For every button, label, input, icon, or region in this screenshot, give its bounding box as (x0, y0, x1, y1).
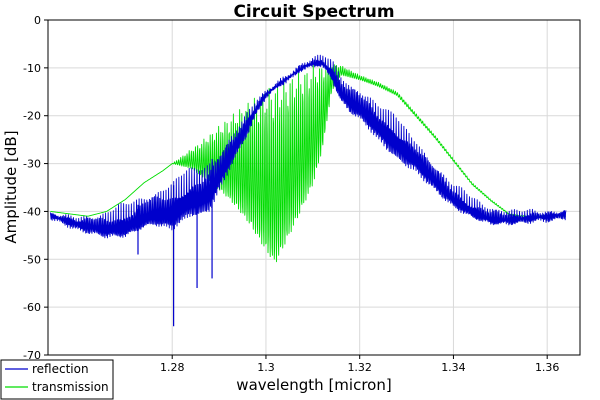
legend: reflection transmission (0, 359, 114, 400)
y-tick-label: -70 (23, 349, 41, 362)
plot-area-background (48, 20, 580, 355)
x-tick-label: 1.3 (257, 361, 275, 374)
y-tick-label: -60 (23, 301, 41, 314)
legend-box (0, 359, 114, 400)
series-line-transmission (50, 63, 567, 263)
y-axis-label: Amplitude [dB] (2, 130, 20, 243)
y-tick-label: -20 (23, 110, 41, 123)
plot-frame (47, 19, 581, 356)
x-tick-label: 1.36 (535, 361, 560, 374)
y-tick-label: -50 (23, 253, 41, 266)
x-tick-label: 1.28 (160, 361, 185, 374)
legend-label-reflection: reflection (32, 362, 89, 376)
x-tick-label: 1.34 (441, 361, 466, 374)
legend-label-transmission: transmission (32, 380, 109, 394)
x-axis-label: wavelength [micron] (236, 376, 391, 394)
x-tick-label: 1.32 (347, 361, 372, 374)
y-tick-label: 0 (34, 14, 41, 27)
y-tick-label: -40 (23, 205, 41, 218)
axis-ticks: 1.28 1.3 1.32 1.34 1.36 0 -10 -20 -30 -40 -50 -60 -7… (23, 14, 559, 374)
chart-title: Circuit Spectrum (233, 2, 394, 22)
y-tick-label: -30 (23, 158, 41, 171)
y-tick-label: -10 (23, 62, 41, 75)
series-line-reflection (49, 54, 567, 239)
series-layer (49, 54, 567, 327)
